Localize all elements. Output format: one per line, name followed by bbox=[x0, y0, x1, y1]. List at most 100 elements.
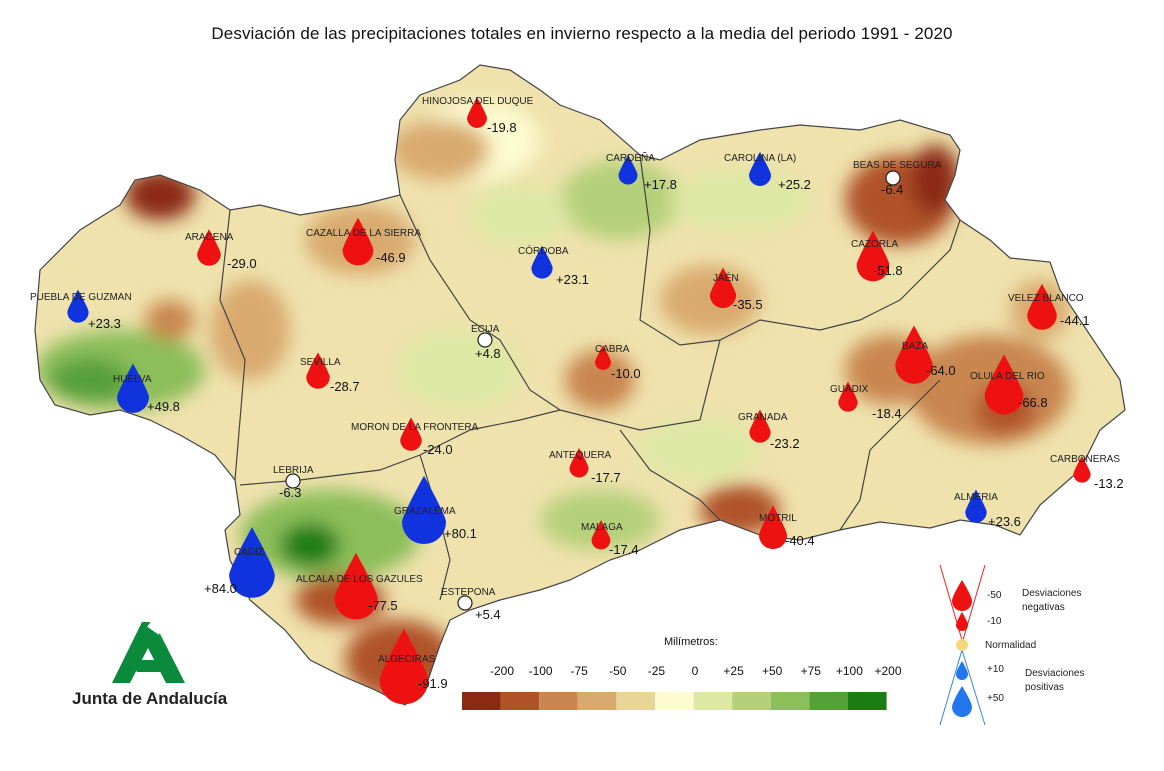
drop-icon bbox=[1073, 455, 1091, 483]
station-name: ESTEPONA bbox=[441, 587, 496, 598]
junta-logo-icon bbox=[112, 615, 185, 683]
station-value: -6.4 bbox=[881, 182, 903, 197]
station-name: CADIZ bbox=[234, 547, 264, 558]
drop-icon bbox=[229, 527, 275, 598]
drop-value-label: -50 bbox=[987, 590, 1002, 601]
drop-icon bbox=[984, 354, 1024, 415]
pos-wedge-line bbox=[961, 649, 986, 726]
station-name: OLULA DEL RIO bbox=[970, 371, 1045, 382]
scale-tick-label: -100 bbox=[528, 664, 553, 678]
station-name: ARACENA bbox=[185, 232, 234, 243]
station-value: -91.9 bbox=[418, 676, 448, 691]
scale-swatch bbox=[732, 692, 771, 710]
drop-icon bbox=[379, 628, 429, 705]
drop-icon bbox=[334, 552, 378, 620]
station-value: -19.8 bbox=[487, 120, 517, 135]
color-scale bbox=[462, 692, 887, 710]
station-name: CAZALLA DE LA SIERRA bbox=[306, 228, 421, 239]
drop-icon bbox=[117, 363, 149, 413]
station-name: GRAZALEMA bbox=[394, 506, 456, 517]
station-name: BEAS DE SEGURA bbox=[853, 160, 942, 171]
station-value: -23.2 bbox=[770, 436, 800, 451]
station-name: ALCALA DE LOS GAZULES bbox=[296, 574, 423, 585]
neg-label: negativas bbox=[1022, 602, 1065, 613]
station-value: -66.8 bbox=[1018, 395, 1048, 410]
drop-icon bbox=[401, 475, 447, 545]
drop-icon bbox=[895, 325, 933, 384]
station-name: LEBRIJA bbox=[273, 465, 314, 476]
drop-icon bbox=[952, 686, 972, 717]
station-value: +23.1 bbox=[556, 272, 589, 287]
drop-icon bbox=[67, 289, 89, 323]
station-name: SEVILLA bbox=[300, 357, 341, 368]
station-name: GUADIX bbox=[830, 384, 869, 395]
station-value: -17.7 bbox=[591, 470, 621, 485]
station-value: -29.0 bbox=[227, 256, 257, 271]
station-value: -6.3 bbox=[279, 485, 301, 500]
station-value: +17.8 bbox=[644, 177, 677, 192]
station-value: +80.1 bbox=[444, 526, 477, 541]
station-name: CÓRDOBA bbox=[518, 244, 569, 257]
station-name: CARDEÑA bbox=[606, 151, 655, 164]
station-value: +25.2 bbox=[778, 177, 811, 192]
drop-icon bbox=[758, 505, 788, 550]
scale-swatch bbox=[809, 692, 848, 710]
scale-tick-label: -50 bbox=[609, 664, 627, 678]
scale-swatch bbox=[500, 692, 540, 710]
station-value: +5.4 bbox=[475, 607, 501, 622]
drop-icon bbox=[400, 417, 422, 451]
drop-legend bbox=[939, 564, 986, 726]
station-name: CAROLINA (LA) bbox=[724, 153, 796, 164]
normal-circle-icon bbox=[457, 595, 473, 611]
drop-icon bbox=[342, 217, 374, 266]
drop-icon bbox=[709, 267, 737, 309]
station-markers: HINOJOSA DEL DUQUE -19.8 CARDEÑA +17.8 CAROL… bbox=[30, 96, 1124, 705]
drop-icon bbox=[1027, 283, 1057, 330]
station-name: MALAGA bbox=[581, 522, 623, 533]
station-name: CARBONERAS bbox=[1050, 454, 1120, 465]
drop-icon bbox=[956, 661, 968, 680]
drop-icon bbox=[749, 409, 771, 443]
station-name: ANTEQUERA bbox=[549, 450, 612, 461]
drop-icon bbox=[591, 520, 611, 550]
scale-tick-label: +50 bbox=[762, 664, 783, 678]
normal-circle-icon bbox=[885, 170, 901, 186]
scale-swatch bbox=[655, 692, 694, 710]
scale-tick-label: +75 bbox=[800, 664, 821, 678]
station-value: -51.8 bbox=[873, 263, 903, 278]
drop-icon bbox=[467, 97, 487, 128]
scale-tick-label: 0 bbox=[691, 664, 699, 678]
drop-icon bbox=[838, 381, 858, 412]
drop-icon bbox=[965, 489, 987, 523]
station-value: +23.6 bbox=[988, 514, 1021, 529]
drop-icon bbox=[618, 154, 638, 185]
pos-wedge-line bbox=[939, 649, 963, 726]
station-value: -28.7 bbox=[330, 379, 360, 394]
pos-label: Desviaciones bbox=[1025, 668, 1085, 679]
station-value: -44.1 bbox=[1060, 313, 1090, 328]
scale-swatch bbox=[462, 692, 501, 710]
normal-label: Normalidad bbox=[985, 640, 1037, 651]
scale-swatch bbox=[616, 692, 655, 710]
map-title: Desviación de las precipitaciones totale… bbox=[211, 24, 953, 43]
drop-icon bbox=[569, 447, 589, 478]
station-value: -40.4 bbox=[785, 533, 815, 548]
scale-tick-label: +25 bbox=[723, 664, 744, 678]
neg-label: Desviaciones bbox=[1022, 588, 1082, 599]
station-value: -17.4 bbox=[609, 542, 639, 557]
station-value: +84.0 bbox=[204, 581, 237, 596]
scale-tick-label: +200 bbox=[874, 664, 902, 678]
station-name: ALGECIRAS bbox=[378, 654, 436, 665]
station-value: +49.8 bbox=[147, 399, 180, 414]
scale-tick-label: +100 bbox=[835, 664, 863, 678]
station-name: HUELVA bbox=[113, 374, 152, 385]
drop-icon bbox=[952, 580, 972, 611]
scale-tick-label: -75 bbox=[570, 664, 588, 678]
station-value: -18.4 bbox=[872, 406, 902, 421]
drop-icon bbox=[956, 612, 968, 631]
pos-label: positivas bbox=[1025, 682, 1064, 693]
drop-icon bbox=[306, 352, 330, 389]
station-name: ECIJA bbox=[471, 324, 500, 335]
station-name: BAZA bbox=[902, 341, 928, 352]
